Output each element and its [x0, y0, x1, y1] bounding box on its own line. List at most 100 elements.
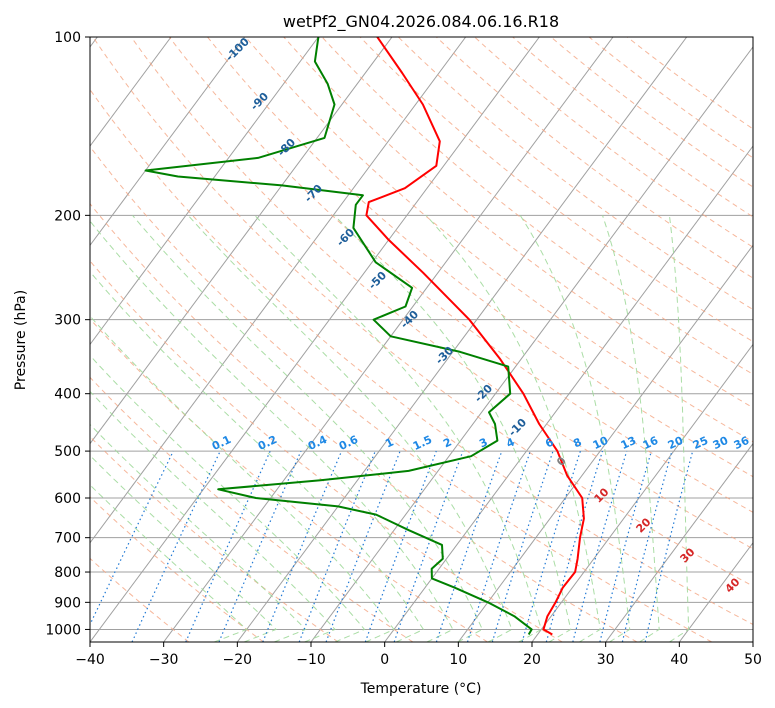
isotherm-line [384, 145, 753, 642]
plot-frame [89, 36, 754, 643]
moist-adiabat-line [90, 270, 425, 642]
isotherm-line [90, 37, 540, 642]
mixing-ratio-label: 2 [441, 435, 453, 450]
mixing-ratio-label: 0.2 [256, 433, 279, 453]
y-tick-label: 600 [54, 491, 81, 507]
temperature-line [365, 37, 585, 636]
plot-series [144, 37, 585, 636]
mixing-ratio-line [572, 450, 628, 642]
moist-adiabat-line [254, 214, 542, 642]
mixing-ratio-label: 1.5 [411, 433, 434, 453]
mixing-ratio-label: 6 [543, 435, 556, 450]
isotherm-line [531, 343, 753, 642]
mixing-ratio-label: 13 [619, 434, 638, 452]
moist-adiabat-label: 0 [554, 454, 569, 469]
moist-adiabat-label: 40 [723, 575, 743, 595]
mixing-ratio-line [364, 450, 437, 642]
mixing-ratio-label: 0.1 [210, 433, 233, 453]
x-tick-label: 20 [523, 652, 541, 668]
plot-background-lines [90, 37, 753, 642]
dry-adiabat-line [359, 37, 753, 343]
moist-adiabat-line [334, 214, 572, 642]
y-tick-label: 900 [54, 595, 81, 611]
dry-adiabat-label: -40 [398, 308, 421, 331]
y-tick-label: 200 [54, 208, 81, 224]
y-tick-label: 500 [54, 444, 81, 460]
mixing-ratio-label: 30 [711, 434, 731, 452]
dry-adiabat-line [90, 202, 638, 642]
mixing-ratio-label: 0.6 [337, 433, 360, 453]
isotherm-line [605, 442, 753, 642]
x-tick-label: −10 [296, 652, 326, 668]
dry-adiabat-line [512, 37, 753, 218]
x-tick-label: 0 [380, 652, 389, 668]
x-tick-label: −20 [223, 652, 253, 668]
x-tick-label: −30 [149, 652, 179, 668]
moist-adiabat-line [90, 423, 307, 642]
chart-title: wetPf2_GN04.2026.084.06.16.R18 [283, 12, 559, 32]
moist-adiabat-line [519, 215, 631, 642]
dry-adiabat-label: -90 [248, 90, 271, 113]
mixing-ratio-label: 3 [477, 435, 489, 450]
x-tick-label: −40 [75, 652, 105, 668]
dry-adiabat-label: -20 [472, 382, 495, 405]
mixing-ratio-line [298, 450, 376, 642]
mixing-ratio-label: 0.4 [306, 433, 329, 453]
mixing-ratio-line [435, 450, 503, 642]
mixing-ratio-label: 1 [383, 435, 395, 450]
dry-adiabat-line [550, 37, 753, 188]
x-tick-label: 10 [449, 652, 467, 668]
moist-adiabat-line [425, 214, 601, 642]
mixing-ratio-line [90, 450, 174, 626]
moist-adiabat-label: 20 [634, 515, 654, 535]
dry-adiabat-line [90, 496, 264, 642]
y-tick-label: 300 [54, 313, 81, 329]
moist-adiabat-line [90, 390, 336, 642]
moist-adiabat-label: 30 [678, 545, 698, 565]
mixing-ratio-line [491, 450, 554, 642]
moist-adiabat-label: 10 [592, 485, 612, 505]
moist-adiabat-line [90, 484, 248, 642]
isotherm-line [90, 37, 319, 346]
x-tick-label: 30 [597, 652, 615, 668]
x-axis-label: Temperature (°C) [360, 681, 482, 697]
mixing-ratio-label: 25 [691, 434, 710, 452]
dry-adiabat-line [474, 37, 753, 248]
moist-adiabat-line [187, 214, 513, 642]
axis-ticks: −40 −30 −20 −10 0 10 20 30 40 5010009008007006005… [45, 30, 762, 668]
y-tick-label: 100 [54, 30, 81, 46]
isotherm-line [310, 46, 753, 642]
moist-adiabat-line [90, 354, 366, 642]
y-tick-label: 700 [54, 531, 81, 547]
isotherm-line [457, 244, 753, 642]
dry-adiabat-label: -50 [366, 269, 389, 292]
dry-adiabat-line [321, 37, 753, 375]
dry-adiabat-line [436, 37, 753, 279]
line-labels: -100-90-80-70-60-50-40-30-20-100.1 0.2 0.4… [210, 35, 752, 596]
x-tick-label: 40 [670, 652, 688, 668]
y-tick-label: 400 [54, 387, 81, 403]
mixing-ratio-line [393, 450, 464, 642]
moist-adiabat-line [668, 215, 690, 642]
isotherm-line [90, 37, 467, 544]
mixing-ratio-line [545, 450, 604, 642]
y-tick-label: 800 [54, 565, 81, 581]
mixing-ratio-label: 8 [571, 435, 583, 450]
mixing-ratio-line [185, 450, 271, 642]
dry-adiabat-label: -70 [302, 182, 325, 205]
moist-adiabat-line [90, 315, 395, 642]
mixing-ratio-label: 16 [641, 434, 661, 452]
moist-adiabat-line [132, 214, 484, 642]
mixing-ratio-label: 20 [666, 434, 686, 452]
isotherm-line [236, 37, 688, 642]
mixing-ratio-line [325, 450, 401, 642]
dry-adiabat-line [283, 37, 753, 409]
dry-adiabat-line [130, 37, 753, 550]
y-tick-label: 1000 [45, 622, 81, 638]
isotherm-line [752, 641, 753, 642]
moist-adiabat-line [90, 454, 278, 642]
dewpoint-line [144, 37, 533, 636]
mixing-ratio-line [521, 450, 581, 642]
